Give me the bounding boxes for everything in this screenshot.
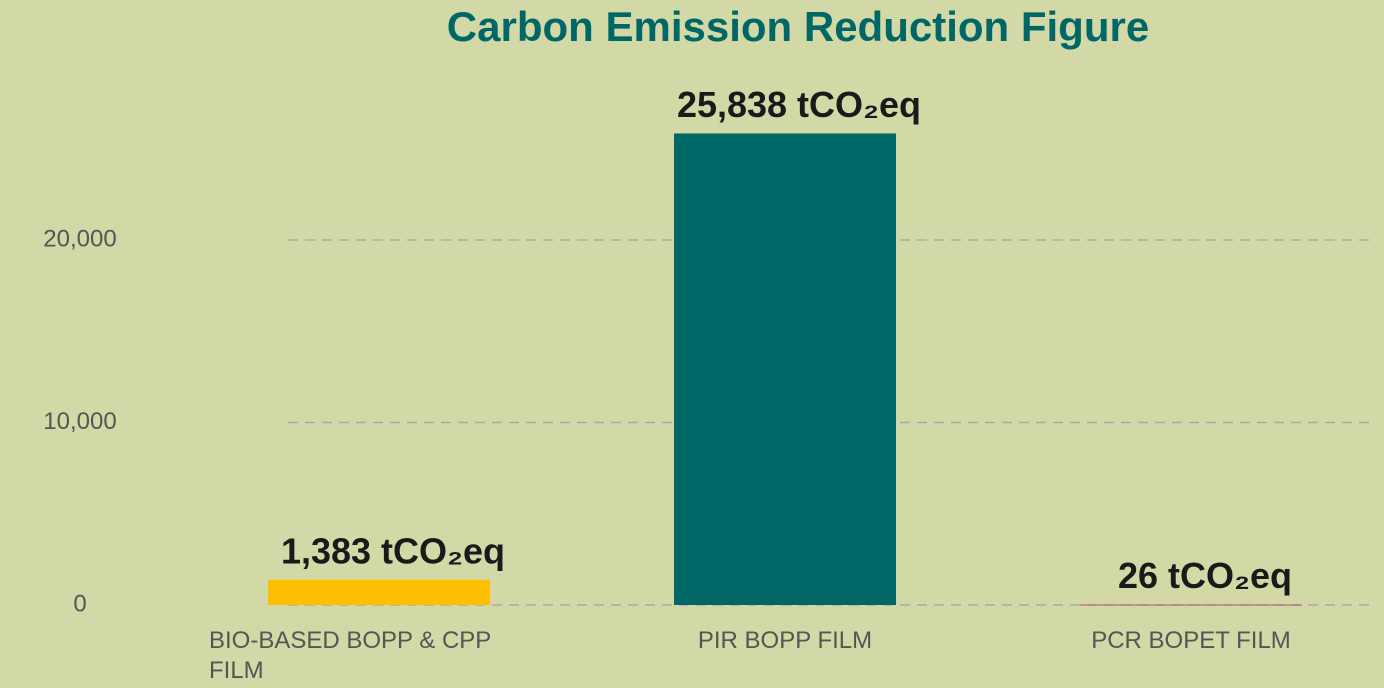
y-tick-label: 0 (73, 590, 86, 617)
x-tick-label: PCR BOPET FILM (1016, 626, 1366, 656)
data-label: 26 tCO₂eq (1118, 555, 1292, 596)
x-tick-text: PIR BOPP FILM (697, 627, 873, 654)
x-tick-text: BIO-BASED BOPP & CPP FILM (209, 627, 491, 684)
chart-title: Carbon Emission Reduction Figure (447, 3, 1149, 50)
bar (674, 133, 896, 606)
bar (1080, 604, 1302, 606)
x-tick-text: PCR BOPET FILM (1091, 627, 1291, 654)
x-tick-label: BIO-BASED BOPP & CPP FILM (204, 626, 554, 686)
y-tick-label: 10,000 (43, 408, 116, 435)
x-tick-label: PIR BOPP FILM (610, 626, 960, 656)
bar (268, 579, 490, 605)
y-tick-label: 20,000 (43, 225, 116, 252)
data-label: 1,383 tCO₂eq (281, 530, 505, 571)
data-label: 25,838 tCO₂eq (677, 84, 921, 125)
